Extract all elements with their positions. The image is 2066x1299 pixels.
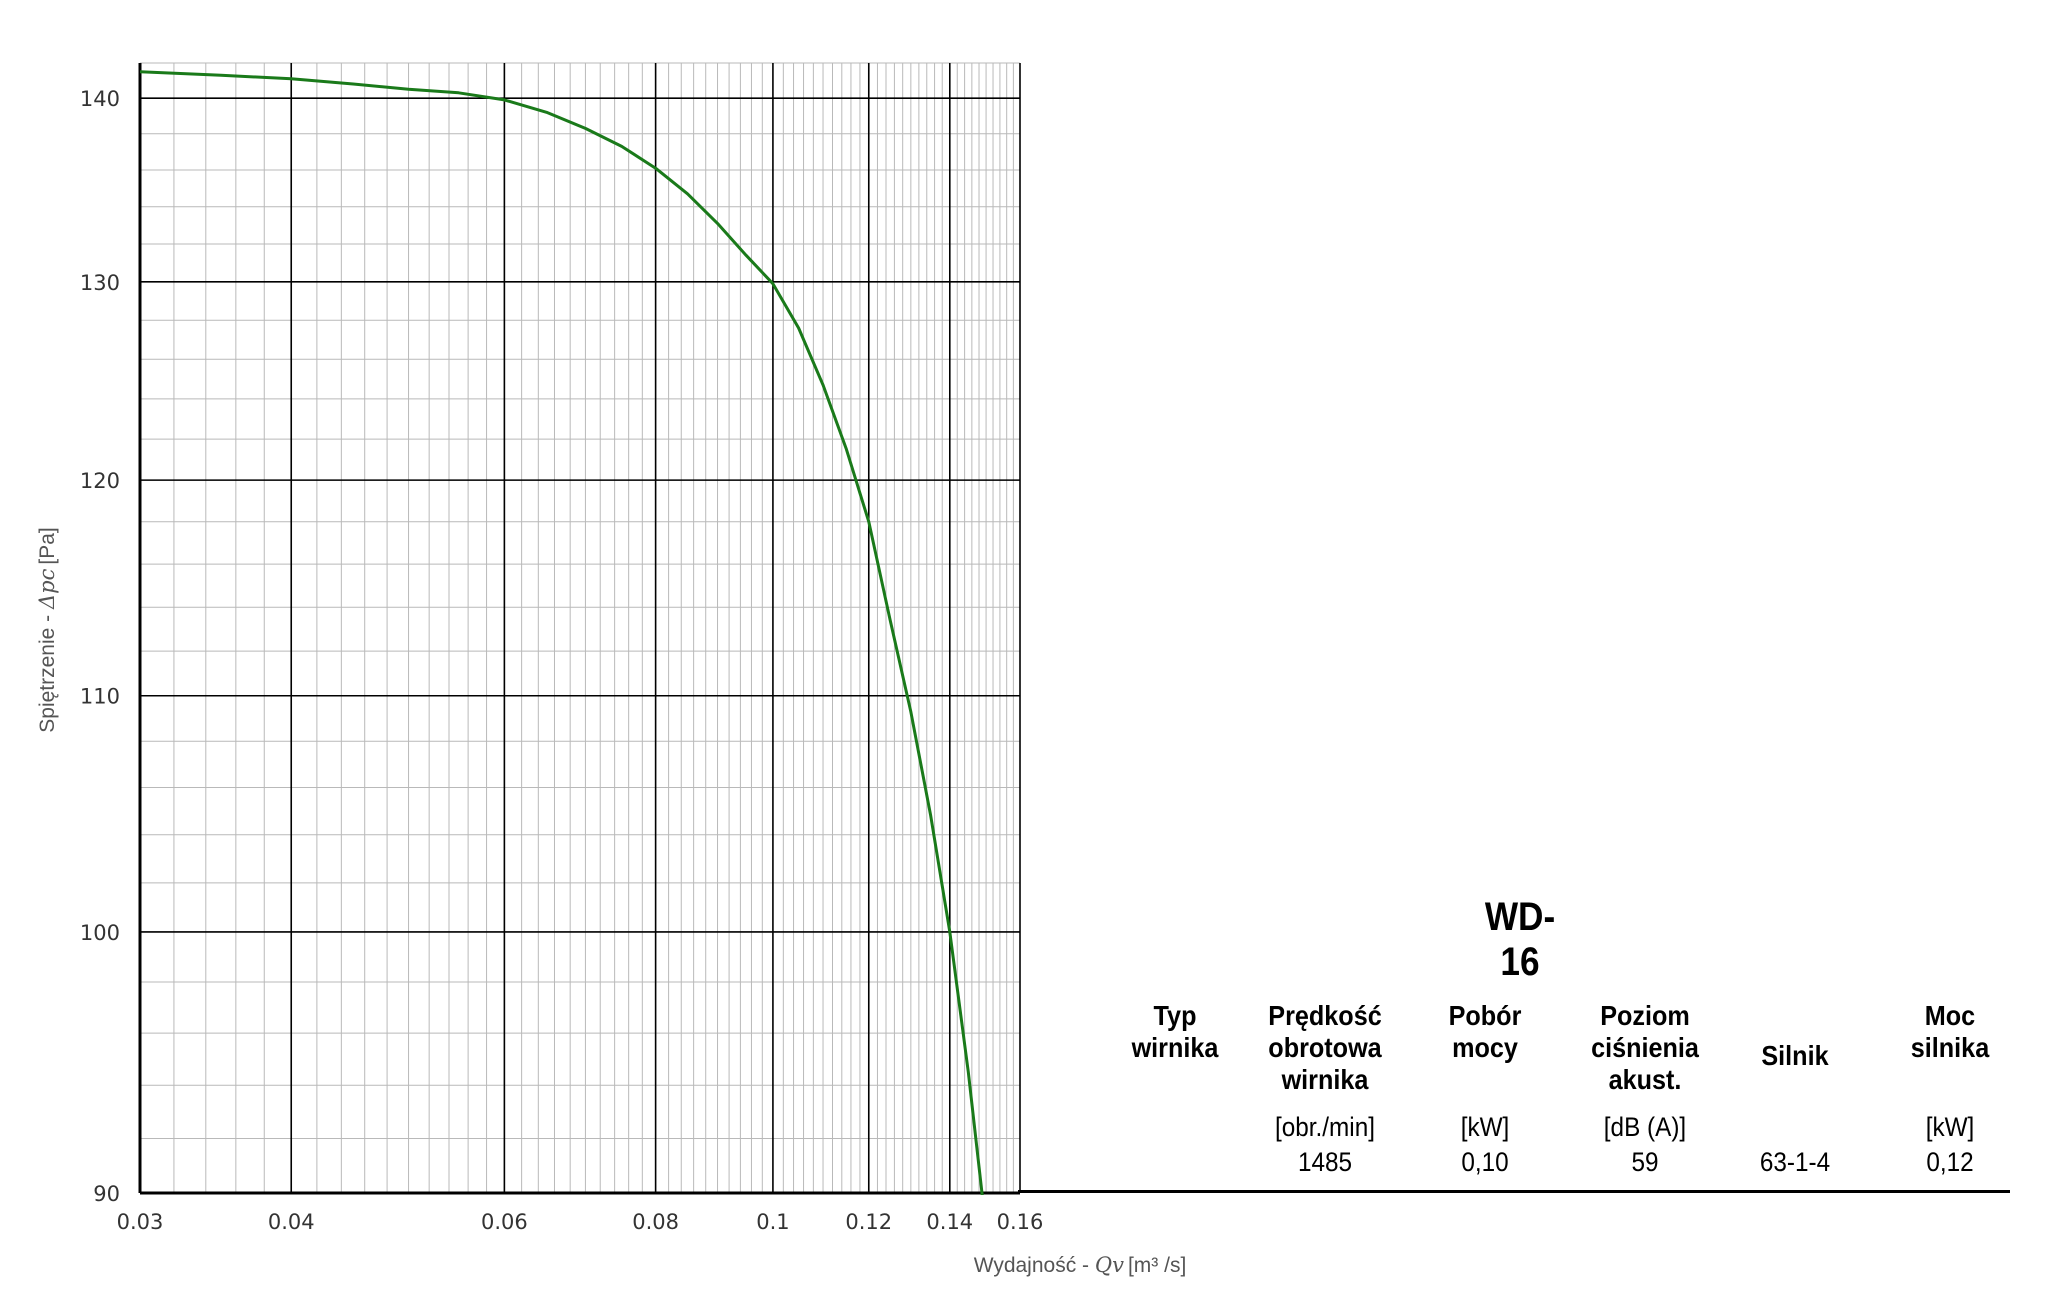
unit-power-consumption: [kW] xyxy=(1460,1112,1510,1142)
y-tick-label: 120 xyxy=(80,469,120,493)
value-power-consumption: 0,10 xyxy=(1461,1147,1509,1177)
value-motor: 63-1-4 xyxy=(1759,1147,1831,1177)
y-axis-title-symbol: Δpc xyxy=(35,568,59,610)
x-tick-label: 0.03 xyxy=(117,1210,164,1234)
major-grid xyxy=(139,63,1021,1194)
y-tick-label: 130 xyxy=(80,271,120,295)
x-axis-title-symbol: Qv xyxy=(1095,1253,1124,1277)
x-axis-title: Wydajność - Qv [m³ /s] xyxy=(974,1253,1187,1277)
series-line xyxy=(140,70,984,1195)
x-tick-label: 0.12 xyxy=(845,1210,892,1234)
x-tick-label: 0.04 xyxy=(268,1210,315,1234)
y-axis-title-unit: [Pa] xyxy=(36,527,59,564)
axes xyxy=(138,63,1020,1195)
y-tick-label: 110 xyxy=(80,685,120,709)
y-tick-label: 140 xyxy=(80,87,120,111)
unit-impeller-speed: [obr./min] xyxy=(1275,1112,1375,1142)
table-baseline xyxy=(1018,1190,2010,1193)
value-sound-pressure: 59 xyxy=(1631,1147,1659,1177)
x-tick-label: 0.06 xyxy=(481,1210,528,1234)
x-tick-label: 0.14 xyxy=(926,1210,973,1234)
header-impeller-speed: Prędkość obrotowa wirnika xyxy=(1268,1000,1382,1095)
header-motor: Silnik xyxy=(1761,1040,1829,1071)
value-motor-power: 0,12 xyxy=(1926,1147,1974,1177)
minor-grid xyxy=(139,62,1021,1194)
x-tick-label: 0.08 xyxy=(632,1210,679,1234)
data-series xyxy=(140,70,984,1195)
y-axis-title-prefix: Spiętrzenie - xyxy=(36,609,59,733)
x-axis-title-unit: [m³ /s] xyxy=(1128,1254,1186,1277)
x-axis-title-prefix: Wydajność - xyxy=(974,1254,1095,1277)
y-tick-label: 100 xyxy=(80,921,120,945)
x-tick-label: 0.16 xyxy=(997,1210,1044,1234)
header-impeller-type: Typ wirnika xyxy=(1131,1000,1219,1063)
header-sound-pressure: Poziom ciśnienia akust. xyxy=(1591,1000,1699,1095)
model-title: WD-16 xyxy=(1484,895,1556,984)
value-impeller-speed: 1485 xyxy=(1297,1147,1353,1177)
y-tick-label: 90 xyxy=(93,1182,120,1206)
unit-sound-pressure: [dB (A)] xyxy=(1603,1112,1687,1142)
tick-labels: 0.03 0.04 0.06 0.08 0.1 0.12 0.14 0.16 90 100 110 1… xyxy=(80,87,1043,1234)
header-motor-power: Moc silnika xyxy=(1910,1000,1990,1063)
unit-motor-power: [kW] xyxy=(1925,1112,1975,1142)
header-power-consumption: Pobór mocy xyxy=(1448,1000,1522,1063)
x-tick-label: 0.1 xyxy=(756,1210,789,1234)
y-axis-title: Spiętrzenie - Δpc [Pa] xyxy=(35,527,59,732)
